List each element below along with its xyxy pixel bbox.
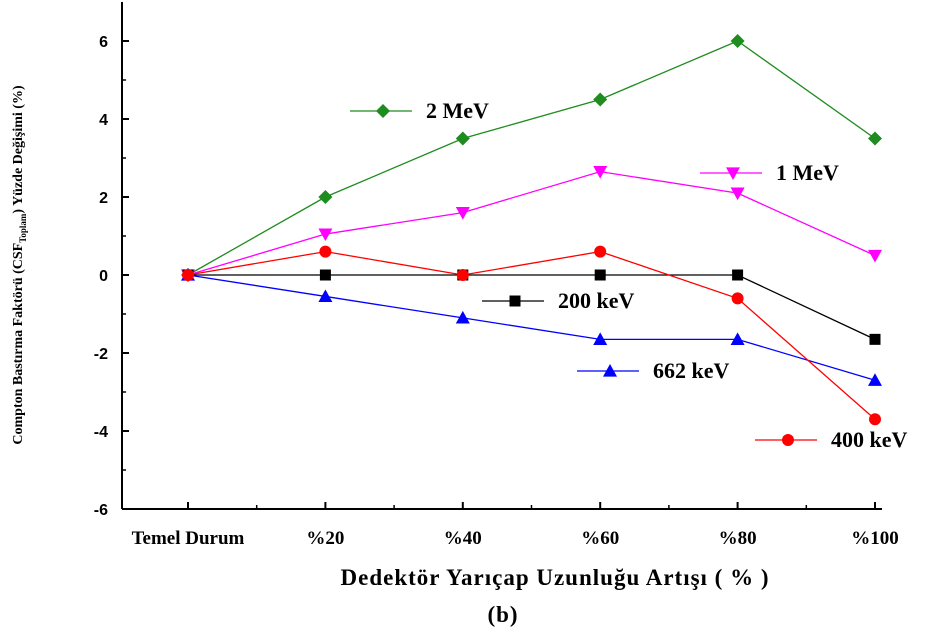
marker bbox=[318, 289, 333, 303]
marker bbox=[455, 131, 470, 146]
marker bbox=[593, 166, 608, 179]
y-axis-label: Compton Bastırma Faktörü (CSFToplam) Yüz… bbox=[11, 85, 28, 445]
marker bbox=[376, 104, 390, 118]
y-tick-label: -4 bbox=[94, 424, 108, 441]
marker bbox=[730, 187, 745, 201]
series-line bbox=[188, 274, 876, 340]
marker bbox=[319, 245, 332, 258]
y-tick-label: -6 bbox=[94, 502, 108, 519]
x-tick-label: Temel Durum bbox=[132, 528, 245, 549]
y-label-part: ) Yüzde Değişimi (%) bbox=[11, 85, 26, 214]
x-tick-label: %40 bbox=[444, 528, 482, 549]
marker bbox=[455, 207, 470, 220]
marker bbox=[509, 295, 521, 307]
caption: (b) bbox=[487, 602, 518, 627]
marker bbox=[318, 190, 333, 204]
marker bbox=[594, 269, 606, 281]
marker bbox=[182, 269, 194, 281]
marker bbox=[868, 373, 882, 386]
legend-label: 2 MeV bbox=[426, 98, 489, 123]
y-tick-label: 0 bbox=[99, 268, 108, 285]
x-tick-label: %80 bbox=[719, 528, 757, 549]
series-line bbox=[187, 250, 876, 420]
marker bbox=[868, 131, 882, 146]
marker bbox=[593, 332, 608, 345]
marker bbox=[594, 245, 607, 258]
y-tick-label: 2 bbox=[99, 190, 108, 207]
y-tick-label: -2 bbox=[94, 346, 108, 363]
marker bbox=[455, 310, 470, 324]
marker bbox=[603, 364, 617, 377]
legend-label: 662 keV bbox=[653, 358, 730, 383]
marker bbox=[730, 332, 745, 345]
marker bbox=[869, 413, 881, 426]
marker bbox=[456, 269, 469, 281]
x-tick-label: %100 bbox=[851, 528, 899, 549]
marker bbox=[782, 434, 794, 446]
y-tick-label: 4 bbox=[99, 112, 108, 129]
marker bbox=[730, 34, 745, 48]
series-line bbox=[187, 40, 876, 276]
marker bbox=[868, 249, 882, 263]
marker bbox=[593, 92, 608, 107]
x-tick-label: %60 bbox=[581, 528, 619, 549]
marker bbox=[319, 269, 331, 281]
y-label-sub: Toplam bbox=[18, 213, 28, 243]
legend-label: 1 MeV bbox=[776, 160, 839, 185]
marker bbox=[869, 333, 881, 345]
x-axis-label: Dedektör Yarıçap Uzunluğu Artışı ( % ) bbox=[341, 565, 770, 590]
series-line bbox=[187, 170, 876, 276]
series-line bbox=[187, 274, 876, 381]
y-label-part: Compton Bastırma Faktörü (CSF bbox=[11, 243, 26, 445]
marker bbox=[732, 269, 744, 281]
marker bbox=[726, 167, 740, 180]
y-tick-label: 6 bbox=[99, 34, 108, 51]
marker bbox=[731, 292, 744, 305]
legend-label: 200 keV bbox=[558, 288, 635, 313]
x-tick-label: %20 bbox=[306, 528, 344, 549]
legend-label: 400 keV bbox=[831, 427, 908, 452]
marker bbox=[318, 228, 333, 242]
